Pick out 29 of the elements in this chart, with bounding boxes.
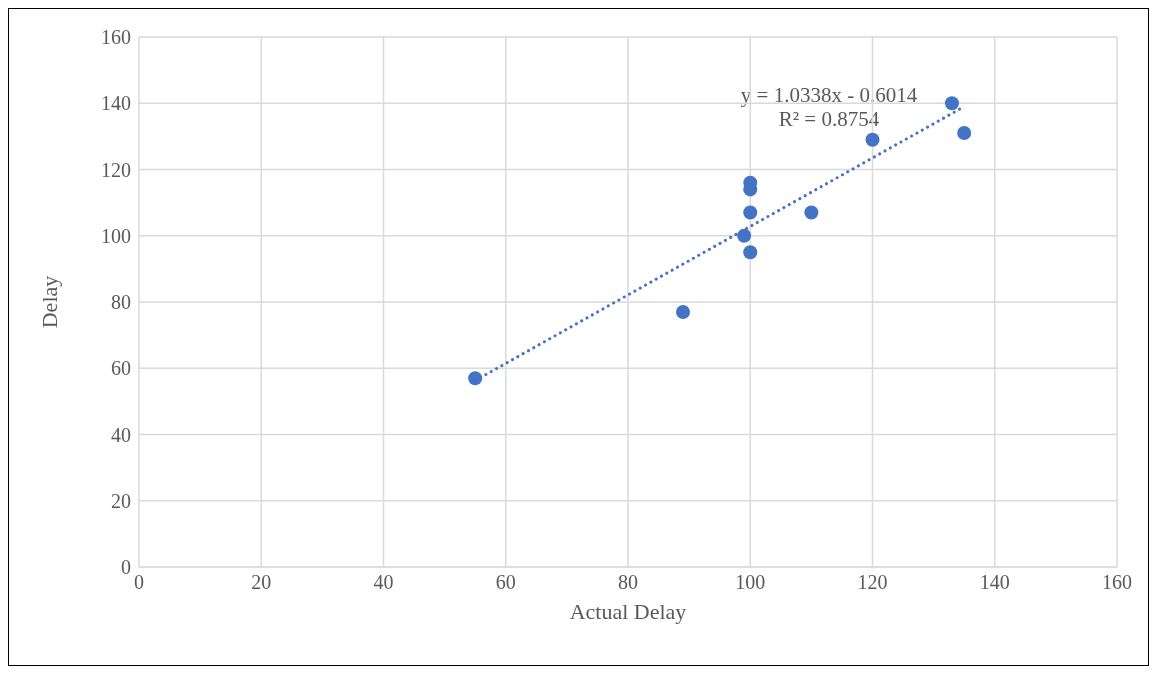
- y-tick-label: 0: [121, 556, 131, 579]
- x-axis-title: Actual Delay: [569, 599, 687, 624]
- point: [804, 205, 819, 220]
- x-tick-label: 60: [495, 571, 516, 594]
- x-tick-label: 20: [251, 571, 272, 594]
- y-tick-label: 100: [101, 224, 131, 247]
- point: [865, 132, 880, 147]
- x-tick-label: 120: [857, 571, 888, 594]
- point: [957, 126, 972, 141]
- x-tick-label: 100: [735, 571, 766, 594]
- point: [743, 245, 758, 260]
- point: [944, 96, 959, 111]
- y-tick-label: 120: [101, 158, 131, 181]
- x-tick-label: 160: [1102, 571, 1132, 594]
- x-tick-label: 140: [979, 571, 1010, 594]
- point: [737, 228, 752, 243]
- annotation: R² = 0.8754: [777, 107, 881, 131]
- y-tick-label: 40: [111, 423, 131, 446]
- x-tick-label: 40: [373, 571, 394, 594]
- point: [468, 371, 483, 386]
- y-tick-label: 20: [111, 489, 131, 512]
- y-tick-label: 160: [101, 26, 131, 49]
- point: [743, 205, 758, 220]
- y-tick-label: 60: [111, 357, 131, 380]
- y-tick-label: 80: [111, 291, 131, 314]
- y-tick-label: 140: [101, 92, 131, 115]
- point: [676, 304, 691, 319]
- y-axis-title: Delay: [36, 275, 62, 329]
- x-tick-label: 80: [618, 571, 638, 594]
